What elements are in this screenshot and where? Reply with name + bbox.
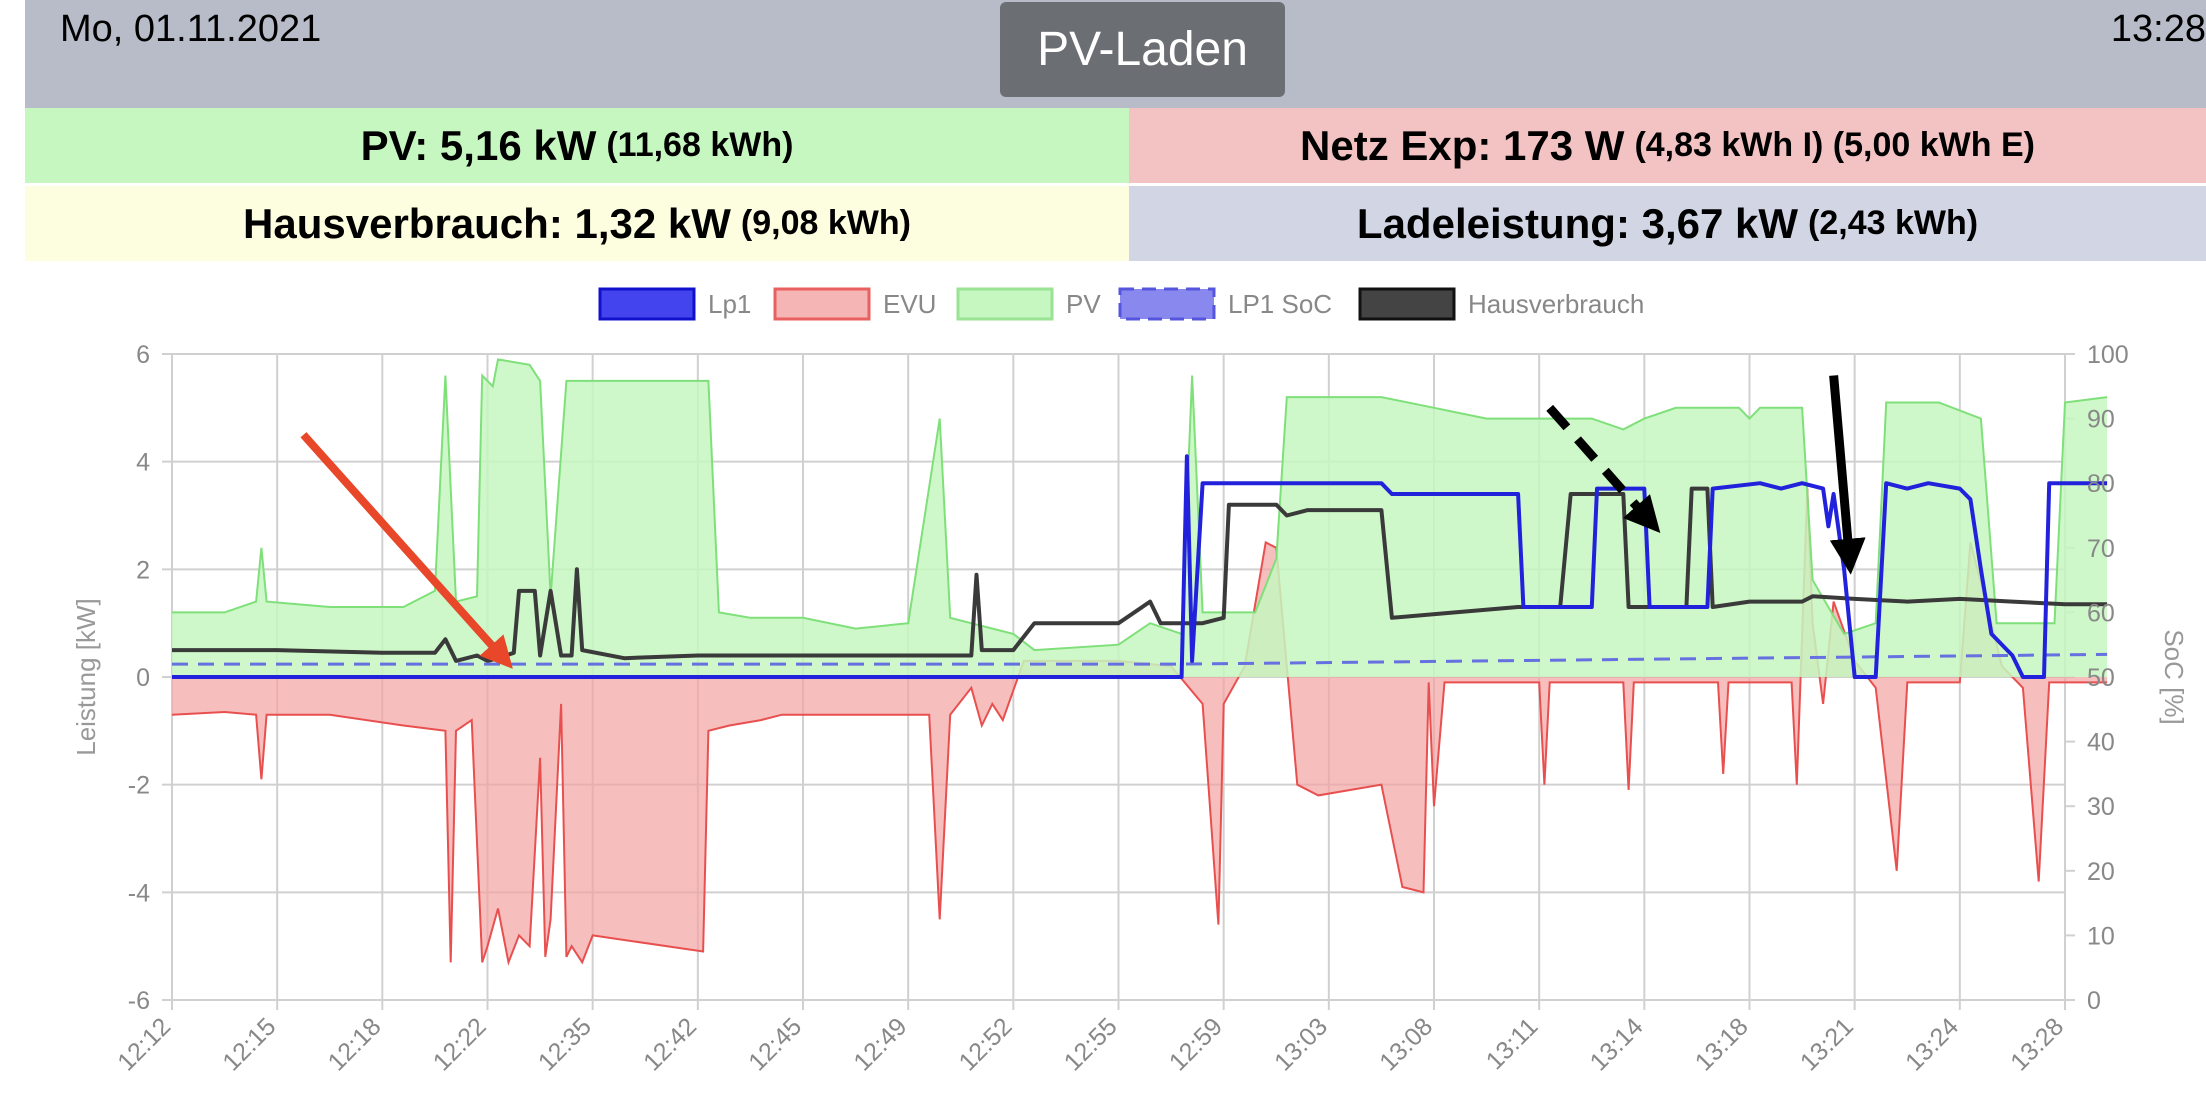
y-right-tick-label: 10 (2087, 922, 2115, 950)
series-area-pv (172, 359, 2108, 677)
x-tick-label: 12:18 (323, 1012, 387, 1076)
x-tick-label: 12:59 (1164, 1012, 1228, 1076)
x-tick-label: 12:55 (1059, 1012, 1123, 1076)
x-tick-label: 13:24 (1900, 1012, 1964, 1076)
annotations (300, 375, 1866, 669)
legend-label: LP1 SoC (1228, 289, 1332, 319)
grid-power: Netz Exp: 173 W (1300, 121, 1625, 169)
y-right-tick-label: 40 (2087, 729, 2115, 757)
y-tick-label: 4 (136, 449, 150, 477)
x-tick-label: 13:11 (1481, 1012, 1544, 1075)
pv-power: PV: 5,16 kW (360, 121, 597, 169)
legend-label: EVU (883, 289, 936, 319)
x-tick-label: 13:08 (1374, 1012, 1438, 1076)
power-chart: 12:12 12:15 12:18 12:22 12:35 12:42 12:45 12:49… (71, 287, 2189, 1076)
legend[interactable]: Lp1 EVU PV LP1 SoC Hausverbrauch (598, 287, 1644, 321)
x-tick-label: 12:12 (112, 1012, 176, 1076)
house-energy: (9,08 kWh) (740, 204, 911, 242)
y-right-tick-label: 0 (2087, 987, 2101, 1015)
x-tick-label: 12:22 (428, 1012, 492, 1076)
x-tick-label: 12:42 (638, 1012, 702, 1076)
x-tick-label: 12:45 (743, 1012, 807, 1076)
y-right-tick-label: 100 (2087, 341, 2129, 369)
series-line-pv (172, 358, 2108, 652)
y-right-tick-label: 50 (2087, 664, 2115, 692)
legend-item-lp1-soc[interactable]: LP1 SoC (1118, 287, 1332, 321)
legend-label: Lp1 (708, 289, 751, 319)
date-label: Mo, 01.11.2021 (60, 8, 322, 50)
charge-power: Ladeleistung: 3,67 kW (1356, 199, 1799, 247)
x-tick-label: 12:52 (954, 1012, 1018, 1076)
y-right-tick-label: 60 (2087, 599, 2115, 627)
x-tick-label: 12:49 (848, 1012, 912, 1076)
legend-swatch (956, 287, 1054, 321)
y-right-axis-title: SoC [%] (2159, 629, 2189, 724)
y-tick-label: -6 (128, 987, 150, 1015)
time-label: 13:28 (2110, 8, 2206, 50)
legend-item-evu[interactable]: EVU (773, 287, 936, 321)
x-tick-label: 12:15 (217, 1012, 281, 1076)
charge-tile: Ladeleistung: 3,67 kW (2,43 kWh) (1129, 186, 2206, 261)
legend-label: Hausverbrauch (1468, 289, 1644, 319)
legend-swatch (1358, 287, 1456, 321)
series-line-lp1 (172, 454, 2108, 679)
series-area-evu (172, 488, 2108, 963)
y-right-tick-label: 20 (2087, 858, 2115, 886)
annotation-arrow (300, 432, 513, 669)
legend-swatch (773, 287, 871, 321)
y-tick-label: 0 (136, 664, 150, 692)
legend-item-pv[interactable]: PV (956, 287, 1101, 321)
y-right-tick-label: 80 (2087, 470, 2115, 498)
y-tick-label: -2 (128, 772, 150, 800)
y-right-tick-label: 30 (2087, 793, 2115, 821)
legend-swatch (598, 287, 696, 321)
legend-label: PV (1066, 289, 1101, 319)
y-axis-title: Leistung [kW] (71, 598, 101, 756)
annotation-arrow (1546, 404, 1661, 534)
x-tick-label: 13:14 (1585, 1012, 1649, 1076)
annotation-arrow (1829, 375, 1866, 575)
legend-swatch (1118, 287, 1216, 321)
legend-item-lp1[interactable]: Lp1 (598, 287, 751, 321)
charge-energy: (2,43 kWh) (1808, 204, 1979, 242)
pv-tile: PV: 5,16 kW (11,68 kWh) (25, 108, 1129, 183)
pv-energy: (11,68 kWh) (606, 126, 794, 164)
series-line-lp1-soc (172, 652, 2108, 666)
x-tick-label: 12:35 (533, 1012, 597, 1076)
x-tick-label: 13:28 (2005, 1012, 2069, 1076)
x-tick-label: 13:18 (1690, 1012, 1754, 1076)
y-right-tick-label: 90 (2087, 406, 2115, 434)
y-right-tick-label: 70 (2087, 535, 2115, 563)
y-tick-label: -4 (128, 879, 150, 907)
house-power: Hausverbrauch: 1,32 kW (243, 199, 731, 247)
grid-energy: (4,83 kWh I) (5,00 kWh E) (1634, 126, 2035, 164)
series-layer (171, 358, 2108, 966)
house-tile: Hausverbrauch: 1,32 kW (9,08 kWh) (25, 186, 1129, 261)
grid-tile: Netz Exp: 173 W (4,83 kWh I) (5,00 kWh E… (1129, 108, 2206, 183)
header-bar: Mo, 01.11.2021 PV-Laden 13:28 (25, 0, 2206, 108)
y-tick-label: 6 (136, 341, 150, 369)
x-tick-label: 13:21 (1795, 1012, 1859, 1076)
legend-item-hausverbrauch[interactable]: Hausverbrauch (1358, 287, 1644, 321)
x-tick-label: 13:03 (1269, 1012, 1333, 1076)
series-line-evu (171, 488, 2108, 966)
mode-button[interactable]: PV-Laden (1000, 2, 1285, 97)
y-tick-label: 2 (136, 556, 150, 584)
